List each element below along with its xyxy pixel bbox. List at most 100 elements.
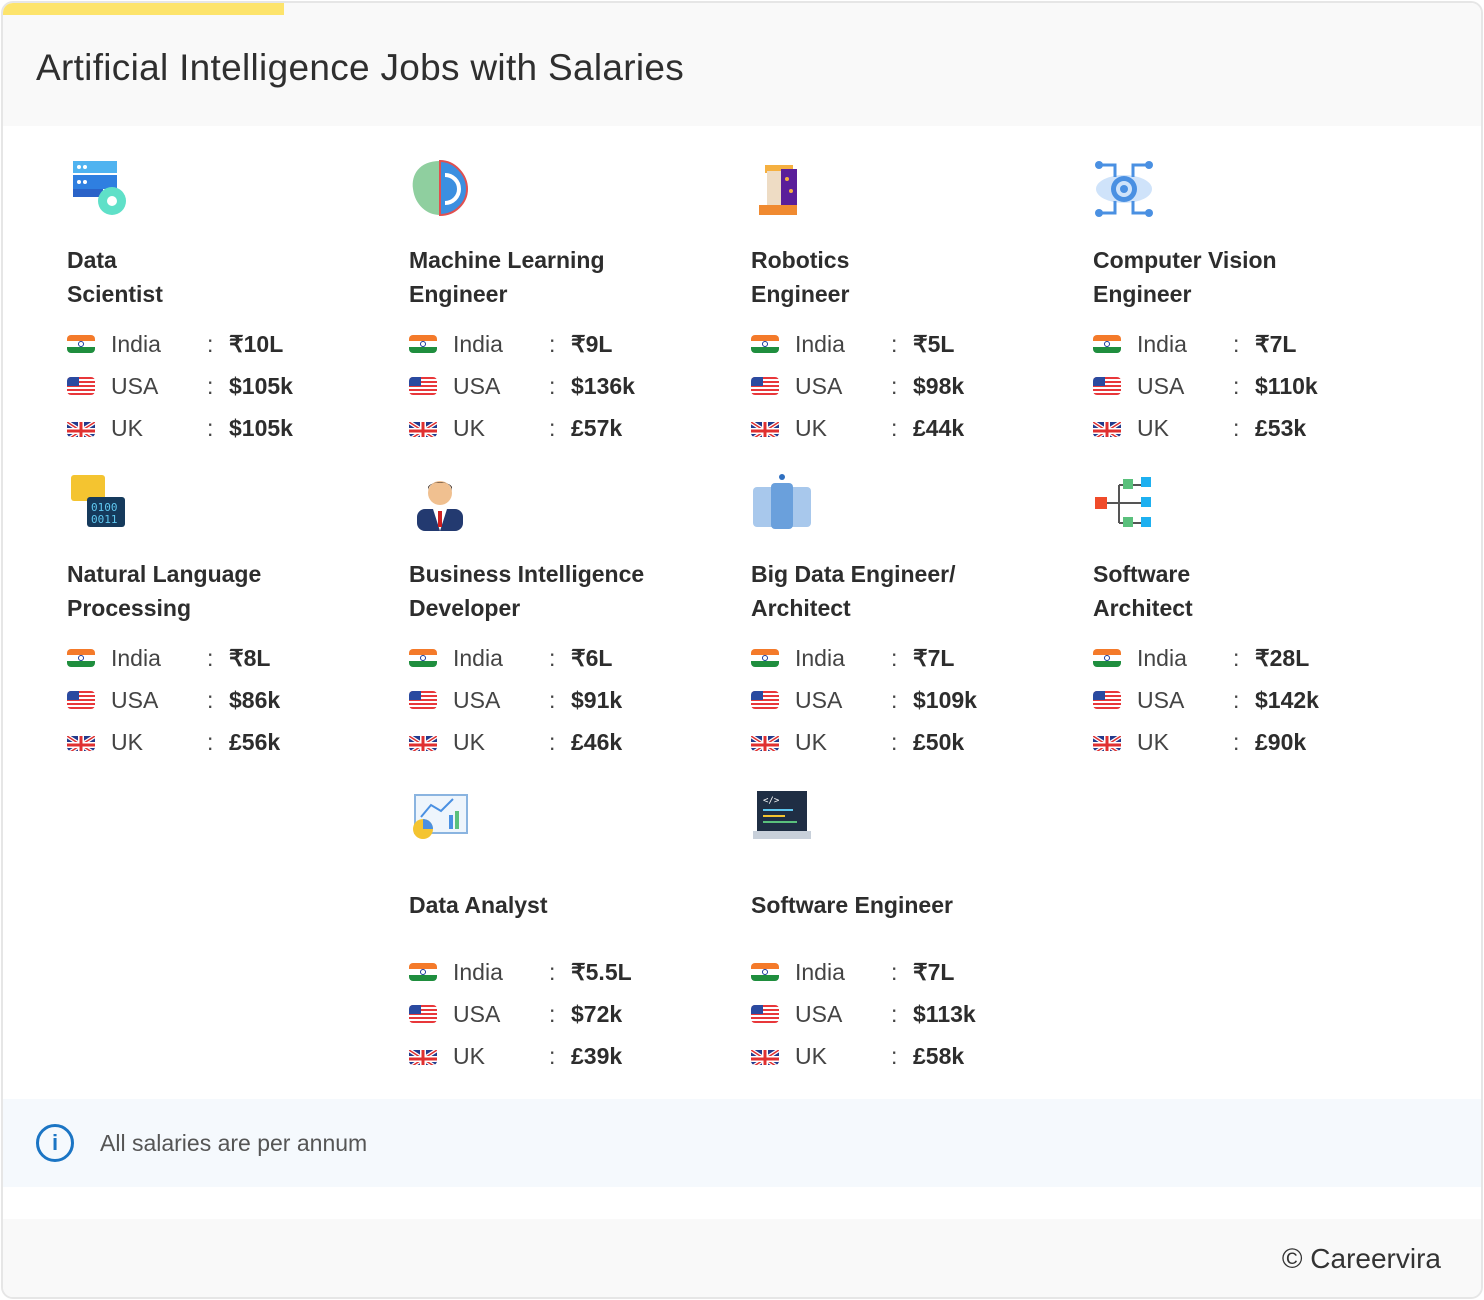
salary-row-india: India: ₹8L (67, 637, 409, 679)
separator: : (1233, 330, 1240, 357)
uk-flag-icon (751, 733, 779, 751)
country-label: USA (795, 372, 843, 399)
uk-flag-icon (67, 733, 95, 751)
salary-value: ₹5.5L (571, 958, 632, 985)
salary-value: £90k (1255, 728, 1307, 755)
separator: : (891, 372, 898, 399)
job-title: Machine Learning Engineer (409, 247, 605, 307)
salary-value: $109k (913, 686, 977, 713)
country-label: India (1137, 330, 1187, 357)
india-flag-icon (409, 649, 437, 667)
server-gear-icon (73, 161, 126, 215)
salary-value: £53k (1255, 414, 1307, 441)
database-icon (753, 474, 811, 529)
job-card: 0100 0011 Natural Language Processing India… (67, 473, 409, 787)
separator: : (1233, 414, 1240, 441)
salary-value: £58k (913, 1042, 965, 1069)
separator: : (549, 644, 556, 671)
separator: : (549, 958, 556, 985)
country-label: India (453, 330, 503, 357)
analytics-board-icon (413, 794, 468, 839)
salary-row-india: India: ₹5L (751, 323, 1093, 365)
usa-flag-icon (67, 377, 95, 395)
svg-text:0100: 0100 (91, 501, 118, 514)
salary-value: $110k (1255, 372, 1318, 399)
country-label: USA (453, 686, 501, 713)
salary-row-uk: UK: £46k (409, 721, 751, 763)
salary-value: $105k (229, 372, 293, 399)
copyright: © Careervira (1281, 1243, 1441, 1274)
info-banner: i All salaries are per annum (3, 1099, 1481, 1187)
salary-row-india: India: ₹7L (751, 637, 1093, 679)
job-card: Software Architect India: ₹28L USA: $142k UK:… (1093, 473, 1435, 787)
salary-value: ₹9L (571, 330, 613, 357)
separator: : (891, 686, 898, 713)
country-label: USA (453, 372, 501, 399)
uk-flag-icon (67, 419, 95, 437)
job-title: Software Engineer (751, 892, 953, 918)
separator: : (1233, 644, 1240, 671)
country-label: USA (453, 1000, 501, 1027)
salary-value: £50k (913, 728, 965, 755)
salary-row-uk: UK: £53k (1093, 407, 1435, 449)
job-card: Computer Vision Engineer India: ₹7L USA: $11… (1093, 159, 1435, 473)
country-label: UK (1137, 728, 1169, 755)
salary-row-usa: USA: $105k (67, 365, 409, 407)
job-card: </> Software Engineer India: ₹7L USA: $113k UK… (751, 787, 1093, 1101)
job-title: Natural Language Processing (67, 561, 262, 621)
uk-flag-icon (751, 1047, 779, 1065)
separator: : (891, 414, 898, 441)
uk-flag-icon (751, 419, 779, 437)
footer: © Careervira (3, 1219, 1481, 1297)
uk-flag-icon (409, 1047, 437, 1065)
salary-value: £39k (571, 1042, 623, 1069)
separator: : (207, 372, 214, 399)
salary-value: $86k (229, 686, 281, 713)
job-title: Data Analyst (409, 892, 548, 918)
india-flag-icon (67, 649, 95, 667)
salary-row-uk: UK: $105k (67, 407, 409, 449)
separator: : (891, 330, 898, 357)
page-title: Artificial Intelligence Jobs with Salari… (36, 47, 685, 88)
salary-value: ₹7L (913, 958, 955, 985)
country-label: UK (453, 728, 485, 755)
salary-row-uk: UK: £56k (67, 721, 409, 763)
separator: : (207, 414, 214, 441)
salary-value: $142k (1255, 686, 1319, 713)
salary-row-india: India: ₹9L (409, 323, 751, 365)
salary-row-uk: UK: £57k (409, 407, 751, 449)
country-label: UK (453, 1042, 485, 1069)
usa-flag-icon (409, 377, 437, 395)
country-label: India (1137, 644, 1187, 671)
salary-row-india: India: ₹28L (1093, 637, 1435, 679)
country-label: USA (1137, 686, 1185, 713)
salary-row-uk: UK: £90k (1093, 721, 1435, 763)
country-label: UK (795, 728, 827, 755)
salary-row-usa: USA: $142k (1093, 679, 1435, 721)
salary-row-usa: USA: $136k (409, 365, 751, 407)
usa-flag-icon (67, 691, 95, 709)
separator: : (891, 644, 898, 671)
country-label: UK (1137, 414, 1169, 441)
salary-value: ₹10L (229, 330, 284, 357)
uk-flag-icon (409, 419, 437, 437)
separator: : (549, 330, 556, 357)
salary-row-india: India: ₹7L (1093, 323, 1435, 365)
separator: : (549, 728, 556, 755)
brain-gear-icon (412, 159, 469, 217)
country-label: UK (453, 414, 485, 441)
salary-value: £56k (229, 728, 281, 755)
salary-row-uk: UK: £50k (751, 721, 1093, 763)
uk-flag-icon (409, 733, 437, 751)
job-card: Data Scientist India: ₹10L USA: $105k UK: $105… (67, 159, 409, 473)
salary-value: £57k (571, 414, 623, 441)
job-card: Data Analyst India: ₹5.5L USA: $72k UK: £39k (409, 787, 751, 1101)
info-text: All salaries are per annum (100, 1129, 368, 1156)
salary-value: ₹7L (913, 644, 955, 671)
country-label: USA (795, 686, 843, 713)
job-title: Computer Vision Engineer (1093, 247, 1277, 307)
job-title: Robotics Engineer (751, 247, 850, 307)
salary-row-uk: UK: £58k (751, 1035, 1093, 1077)
usa-flag-icon (1093, 377, 1121, 395)
